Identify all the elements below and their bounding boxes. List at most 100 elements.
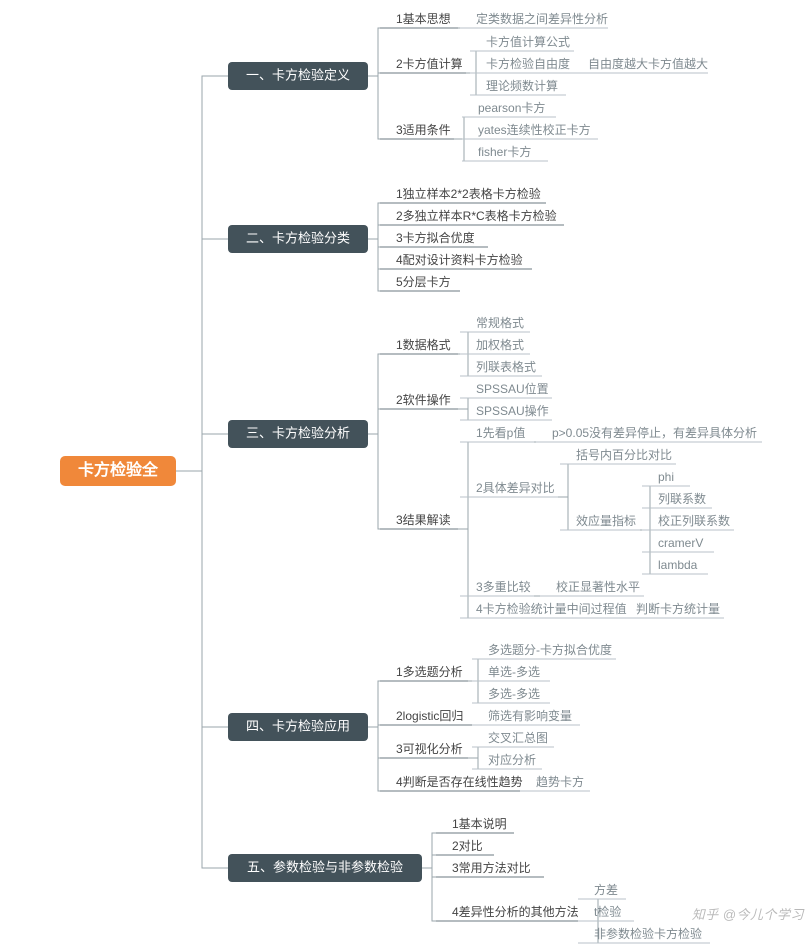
leaf-node: 趋势卡方 (520, 774, 590, 791)
leaf-node: 1多选题分析 (380, 665, 468, 681)
connector (368, 434, 380, 529)
svg-text:单选-多选: 单选-多选 (488, 665, 540, 679)
connector (454, 139, 464, 161)
mindmap-canvas: 卡方检验全一、卡方检验定义二、卡方检验分类三、卡方检验分析四、卡方检验应用五、参… (0, 0, 812, 945)
svg-text:多选题分-卡方拟合优度: 多选题分-卡方拟合优度 (488, 642, 612, 657)
leaf-node: 1数据格式 (380, 337, 458, 354)
connector (558, 464, 568, 497)
svg-text:自由度越大卡方值越大: 自由度越大卡方值越大 (588, 56, 708, 71)
connector (640, 508, 650, 530)
connector (176, 434, 228, 471)
connector (422, 855, 436, 868)
leaf-node: 定类数据之间差异性分析 (460, 11, 608, 28)
svg-text:2多独立样本R*C表格卡方检验: 2多独立样本R*C表格卡方检验 (396, 208, 557, 223)
svg-text:2具体差异对比: 2具体差异对比 (476, 481, 555, 495)
leaf-node: SPSSAU位置 (460, 381, 552, 398)
svg-text:四、卡方检验应用: 四、卡方检验应用 (246, 718, 350, 733)
svg-text:对应分析: 对应分析 (488, 752, 536, 767)
svg-text:1基本思想: 1基本思想 (396, 11, 451, 26)
leaf-node: 4差异性分析的其他方法 (436, 904, 588, 921)
svg-text:4判断是否存在线性趋势: 4判断是否存在线性趋势 (396, 774, 523, 789)
connector (640, 530, 650, 552)
svg-text:5分层卡方: 5分层卡方 (396, 274, 451, 289)
svg-text:3卡方拟合优度: 3卡方拟合优度 (396, 230, 475, 245)
connector (422, 833, 436, 868)
connector (368, 225, 380, 239)
leaf-node: 1基本说明 (436, 816, 514, 833)
leaf-node: 交叉汇总图 (472, 730, 554, 747)
svg-text:cramerV: cramerV (658, 536, 703, 550)
connector (458, 409, 468, 420)
leaf-node: 2对比 (436, 839, 494, 855)
svg-text:列联表格式: 列联表格式 (476, 359, 536, 374)
svg-text:二、卡方检验分类: 二、卡方检验分类 (246, 230, 350, 245)
leaf-node: cramerV (642, 536, 714, 552)
leaf-node: 加权格式 (460, 337, 530, 354)
leaf-node: 校正显著性水平 (540, 579, 644, 596)
connector (368, 409, 380, 434)
leaf-node: 2logistic回归 (380, 709, 478, 725)
connector (458, 354, 468, 376)
svg-text:3可视化分析: 3可视化分析 (396, 741, 463, 756)
connector (368, 681, 380, 727)
svg-text:pearson卡方: pearson卡方 (478, 100, 545, 115)
leaf-node: 5分层卡方 (380, 274, 460, 291)
leaf-node: 3可视化分析 (380, 741, 468, 758)
leaf-node: 理论频数计算 (470, 78, 566, 95)
svg-text:2logistic回归: 2logistic回归 (396, 709, 463, 723)
leaf-node: 4卡方检验统计量中间过程值 (460, 601, 632, 618)
svg-text:常规格式: 常规格式 (476, 315, 524, 330)
leaf-node: 3常用方法对比 (436, 860, 544, 877)
connector (468, 758, 478, 769)
svg-text:3结果解读: 3结果解读 (396, 513, 451, 527)
svg-text:校正显著性水平: 校正显著性水平 (556, 579, 640, 594)
connector (468, 747, 478, 758)
leaf-node: 卡方值计算公式 (470, 34, 574, 51)
svg-text:趋势卡方: 趋势卡方 (536, 774, 584, 789)
svg-text:fisher卡方: fisher卡方 (478, 144, 531, 159)
leaf-node: yates连续性校正卡方 (462, 122, 598, 139)
connector (458, 332, 468, 354)
svg-text:SPSSAU位置: SPSSAU位置 (476, 381, 549, 396)
leaf-node: 多选题分-卡方拟合优度 (472, 642, 616, 659)
leaf-node: 卡方检验自由度 (470, 56, 574, 73)
section-node: 二、卡方检验分类 (228, 225, 368, 253)
connector (422, 868, 436, 877)
leaf-node: 对应分析 (472, 752, 542, 769)
leaf-node: 筛选有影响变量 (472, 708, 580, 725)
svg-text:4差异性分析的其他方法: 4差异性分析的其他方法 (452, 904, 579, 919)
connector (368, 239, 380, 291)
leaf-node: lambda (642, 558, 708, 574)
svg-text:非参数检验卡方检验: 非参数检验卡方检验 (594, 926, 702, 941)
connector (458, 442, 468, 529)
leaf-node: 3多重比较 (460, 579, 534, 596)
leaf-node: 非参数检验卡方检验 (578, 926, 710, 943)
svg-text:1独立样本2*2表格卡方检验: 1独立样本2*2表格卡方检验 (396, 186, 541, 201)
svg-text:方差: 方差 (594, 882, 618, 897)
leaf-node: 列联表格式 (460, 359, 542, 376)
leaf-node: 2软件操作 (380, 392, 458, 409)
svg-text:2卡方值计算: 2卡方值计算 (396, 56, 463, 71)
svg-text:4卡方检验统计量中间过程值: 4卡方检验统计量中间过程值 (476, 601, 627, 616)
svg-text:卡方检验全: 卡方检验全 (78, 460, 159, 479)
svg-text:理论频数计算: 理论频数计算 (486, 78, 558, 93)
svg-text:卡方值计算公式: 卡方值计算公式 (486, 34, 570, 49)
leaf-node: phi (642, 470, 690, 486)
leaf-node: 单选-多选 (472, 665, 550, 681)
leaf-node: pearson卡方 (462, 100, 556, 117)
connector (422, 868, 436, 921)
leaf-node: 2具体差异对比 (460, 481, 558, 497)
leaf-node: 1基本思想 (380, 11, 458, 28)
svg-text:2对比: 2对比 (452, 839, 483, 853)
connector (558, 497, 568, 530)
connector (468, 681, 478, 703)
svg-text:4配对设计资料卡方检验: 4配对设计资料卡方检验 (396, 252, 523, 267)
connector (368, 28, 380, 76)
leaf-node: p>0.05没有差异停止，有差异具体分析 (536, 425, 762, 442)
svg-text:筛选有影响变量: 筛选有影响变量 (488, 708, 572, 723)
leaf-node: 常规格式 (460, 315, 530, 332)
svg-text:1数据格式: 1数据格式 (396, 337, 451, 352)
leaf-node: 2多独立样本R*C表格卡方检验 (380, 208, 564, 225)
connector (458, 398, 468, 409)
leaf-node: 多选-多选 (472, 687, 550, 703)
